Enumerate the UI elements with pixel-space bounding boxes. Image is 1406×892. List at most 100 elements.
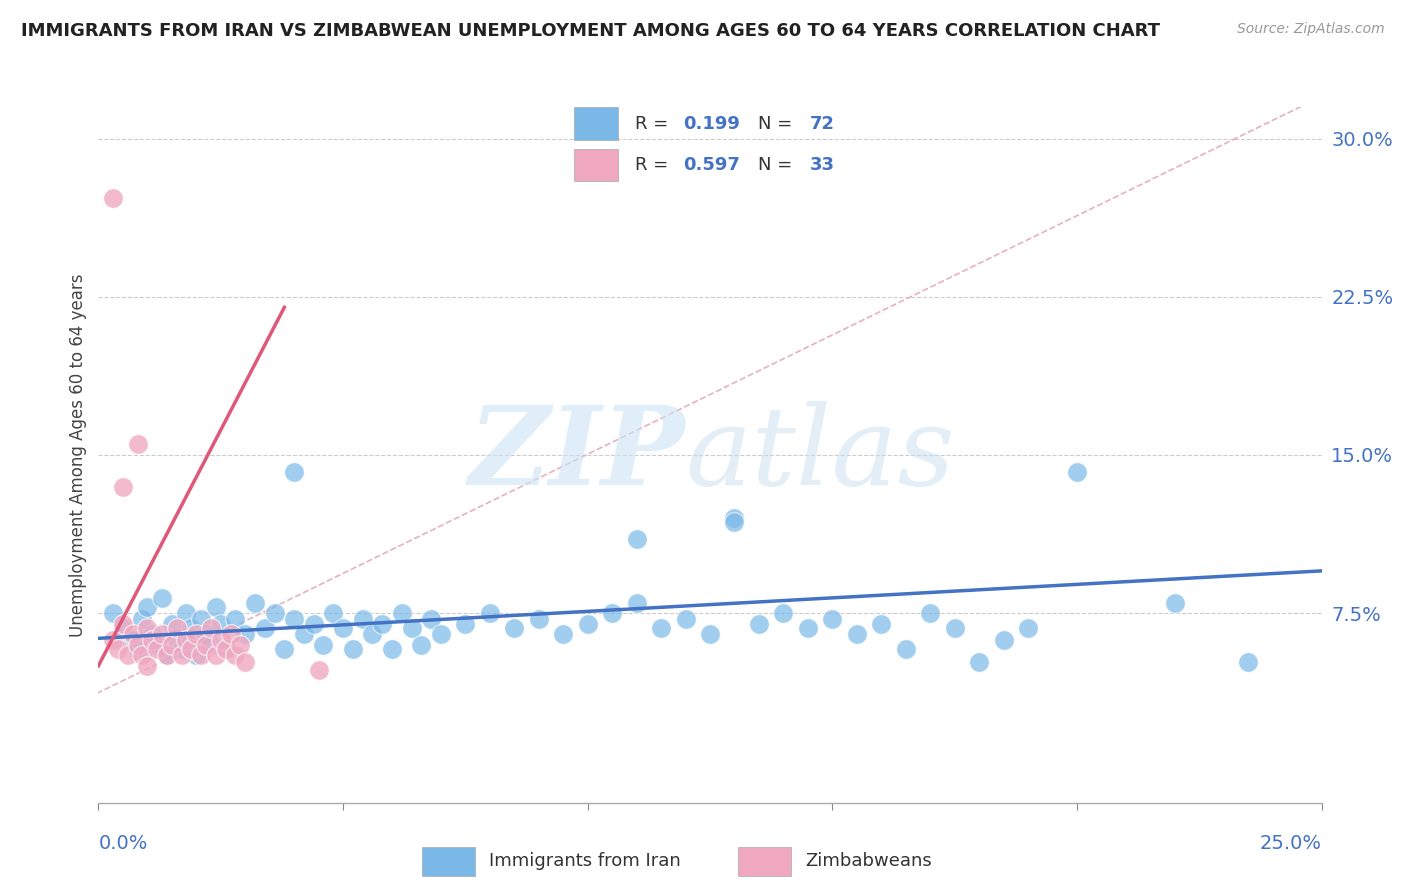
- Point: [361, 627, 384, 641]
- Point: [322, 606, 344, 620]
- Point: [748, 616, 770, 631]
- Point: [209, 616, 232, 631]
- Text: ZIP: ZIP: [470, 401, 686, 508]
- Point: [699, 627, 721, 641]
- Text: atlas: atlas: [686, 401, 955, 508]
- Point: [797, 621, 820, 635]
- Point: [170, 648, 193, 663]
- Point: [136, 621, 159, 635]
- Point: [332, 621, 354, 635]
- Point: [214, 641, 236, 656]
- Point: [186, 648, 208, 663]
- Point: [107, 641, 129, 656]
- Point: [626, 595, 648, 609]
- FancyBboxPatch shape: [738, 847, 790, 876]
- Point: [224, 612, 246, 626]
- FancyBboxPatch shape: [422, 847, 475, 876]
- Point: [273, 641, 295, 656]
- Point: [150, 627, 173, 641]
- Point: [205, 648, 228, 663]
- Point: [219, 627, 242, 641]
- Point: [391, 606, 413, 620]
- Point: [308, 663, 330, 677]
- Point: [176, 606, 198, 620]
- Point: [283, 612, 305, 626]
- Point: [146, 641, 169, 656]
- Point: [411, 638, 433, 652]
- Point: [292, 627, 315, 641]
- Point: [127, 641, 149, 656]
- Point: [160, 638, 183, 652]
- Point: [870, 616, 893, 631]
- Point: [943, 621, 966, 635]
- Point: [121, 633, 143, 648]
- Text: 25.0%: 25.0%: [1260, 834, 1322, 853]
- Point: [233, 655, 256, 669]
- Point: [156, 648, 179, 663]
- Text: Immigrants from Iran: Immigrants from Iran: [489, 852, 681, 870]
- Point: [190, 648, 212, 663]
- Point: [920, 606, 942, 620]
- Point: [101, 606, 124, 620]
- Point: [650, 621, 672, 635]
- Point: [121, 627, 143, 641]
- Point: [166, 632, 188, 646]
- Point: [1017, 621, 1039, 635]
- Point: [371, 616, 394, 631]
- Point: [675, 612, 697, 626]
- Point: [454, 616, 477, 631]
- Point: [101, 191, 124, 205]
- Text: Zimbabweans: Zimbabweans: [804, 852, 932, 870]
- Point: [111, 616, 134, 631]
- Point: [141, 633, 163, 648]
- Point: [205, 599, 228, 614]
- Text: Source: ZipAtlas.com: Source: ZipAtlas.com: [1237, 22, 1385, 37]
- Point: [156, 648, 179, 663]
- Point: [195, 638, 218, 652]
- Point: [312, 638, 335, 652]
- Point: [117, 648, 139, 663]
- Point: [527, 612, 550, 626]
- Point: [166, 621, 188, 635]
- Point: [381, 641, 404, 656]
- Point: [195, 627, 218, 641]
- Point: [283, 465, 305, 479]
- Point: [190, 612, 212, 626]
- Point: [209, 633, 232, 648]
- Point: [111, 479, 134, 493]
- Point: [136, 658, 159, 673]
- Point: [342, 641, 364, 656]
- Point: [229, 638, 252, 652]
- Point: [111, 621, 134, 635]
- Point: [1066, 465, 1088, 479]
- Point: [420, 612, 443, 626]
- Point: [352, 612, 374, 626]
- Point: [233, 627, 256, 641]
- Point: [141, 627, 163, 641]
- Point: [253, 621, 276, 635]
- Point: [626, 533, 648, 547]
- Point: [146, 638, 169, 652]
- Text: IMMIGRANTS FROM IRAN VS ZIMBABWEAN UNEMPLOYMENT AMONG AGES 60 TO 64 YEARS CORREL: IMMIGRANTS FROM IRAN VS ZIMBABWEAN UNEMP…: [21, 22, 1160, 40]
- Point: [150, 591, 173, 606]
- Point: [503, 621, 526, 635]
- Point: [600, 606, 623, 620]
- Point: [127, 638, 149, 652]
- Point: [263, 606, 285, 620]
- Point: [176, 633, 198, 648]
- Point: [845, 627, 868, 641]
- Point: [243, 595, 266, 609]
- Point: [576, 616, 599, 631]
- Point: [200, 621, 222, 635]
- Point: [723, 511, 745, 525]
- Point: [430, 627, 453, 641]
- Point: [136, 599, 159, 614]
- Point: [553, 627, 575, 641]
- Point: [170, 641, 193, 656]
- Point: [967, 655, 990, 669]
- Point: [1164, 595, 1187, 609]
- Point: [200, 638, 222, 652]
- Point: [821, 612, 844, 626]
- Point: [214, 641, 236, 656]
- Point: [180, 641, 202, 656]
